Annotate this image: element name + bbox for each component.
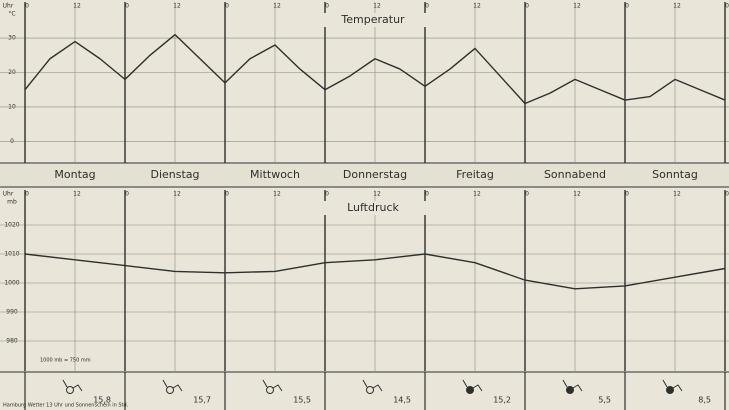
weather-symbol bbox=[462, 379, 483, 392]
weather-symbol bbox=[362, 379, 383, 392]
sunshine-label: 15,5 bbox=[293, 396, 311, 405]
x-unit: Uhr bbox=[3, 3, 14, 10]
x-tick-label: 0 bbox=[625, 191, 629, 198]
day-label: Donnerstag bbox=[343, 168, 407, 181]
x-tick-label: 0 bbox=[325, 191, 329, 198]
x-tick-label: 0 bbox=[225, 3, 229, 10]
weather-symbol bbox=[566, 386, 574, 394]
y-unit: mb bbox=[7, 199, 17, 206]
x-tick-label: 12 bbox=[173, 191, 181, 198]
day-label: Dienstag bbox=[150, 168, 199, 181]
weather-symbol bbox=[166, 386, 174, 394]
day-label: Mittwoch bbox=[250, 168, 300, 181]
weather-symbol bbox=[562, 379, 583, 392]
x-tick-label: 0 bbox=[125, 3, 129, 10]
weather-symbol bbox=[262, 379, 283, 392]
sunshine-label: 15,8 bbox=[93, 396, 111, 405]
x-tick-label: 0 bbox=[725, 3, 729, 10]
weather-symbol bbox=[162, 379, 183, 392]
x-tick-label: 0 bbox=[725, 191, 729, 198]
x-unit: Uhr bbox=[3, 191, 14, 198]
x-tick-label: 12 bbox=[673, 191, 681, 198]
day-label: Freitag bbox=[456, 168, 494, 181]
x-tick-label: 12 bbox=[573, 191, 581, 198]
x-tick-label: 12 bbox=[373, 3, 381, 10]
sunshine-label: 15,7 bbox=[193, 396, 211, 405]
sunshine-label: 15,2 bbox=[493, 396, 511, 405]
day-label: Montag bbox=[54, 168, 95, 181]
sunshine-label: 5,5 bbox=[598, 396, 611, 405]
weather-symbol bbox=[662, 379, 683, 392]
sunshine-label: 14,5 bbox=[393, 396, 411, 405]
x-tick-label: 12 bbox=[473, 3, 481, 10]
day-strip bbox=[0, 163, 729, 187]
title-bg bbox=[318, 13, 428, 27]
x-tick-label: 0 bbox=[125, 191, 129, 198]
sunshine-label: 8,5 bbox=[698, 396, 711, 405]
y-unit: °C bbox=[8, 11, 15, 18]
x-tick-label: 0 bbox=[425, 191, 429, 198]
x-tick-label: 12 bbox=[373, 191, 381, 198]
x-tick-label: 12 bbox=[273, 3, 281, 10]
weather-symbol bbox=[666, 386, 674, 394]
weather-symbol bbox=[66, 386, 74, 394]
x-tick-label: 12 bbox=[173, 3, 181, 10]
title-bg bbox=[318, 201, 428, 215]
x-tick-label: 12 bbox=[673, 3, 681, 10]
x-tick-label: 12 bbox=[273, 191, 281, 198]
weather-symbol bbox=[266, 386, 274, 394]
x-tick-label: 0 bbox=[525, 191, 529, 198]
data-line bbox=[24, 253, 726, 290]
weather-symbol bbox=[366, 386, 374, 394]
x-tick-label: 0 bbox=[325, 3, 329, 10]
x-tick-label: 12 bbox=[573, 3, 581, 10]
x-tick-label: 0 bbox=[525, 3, 529, 10]
weather-symbol bbox=[62, 379, 83, 392]
x-tick-label: 0 bbox=[225, 191, 229, 198]
x-tick-label: 0 bbox=[425, 3, 429, 10]
day-label: Sonnabend bbox=[544, 168, 606, 181]
footer-note: Hamburg Wetter 13 Uhr und Sonnenschein i… bbox=[3, 403, 129, 409]
x-tick-label: 12 bbox=[73, 3, 81, 10]
chart-title: Luftdruck bbox=[347, 201, 399, 214]
weather-symbol bbox=[466, 386, 474, 394]
note: 1000 mb = 750 mm bbox=[40, 358, 91, 364]
x-tick-label: 12 bbox=[473, 191, 481, 198]
x-tick-label: 0 bbox=[25, 3, 29, 10]
chart-title: Temperatur bbox=[340, 13, 405, 26]
x-tick-label: 0 bbox=[25, 191, 29, 198]
x-tick-label: 0 bbox=[625, 3, 629, 10]
day-label: Sonntag bbox=[652, 168, 698, 181]
x-tick-label: 12 bbox=[73, 191, 81, 198]
data-line bbox=[24, 33, 726, 105]
